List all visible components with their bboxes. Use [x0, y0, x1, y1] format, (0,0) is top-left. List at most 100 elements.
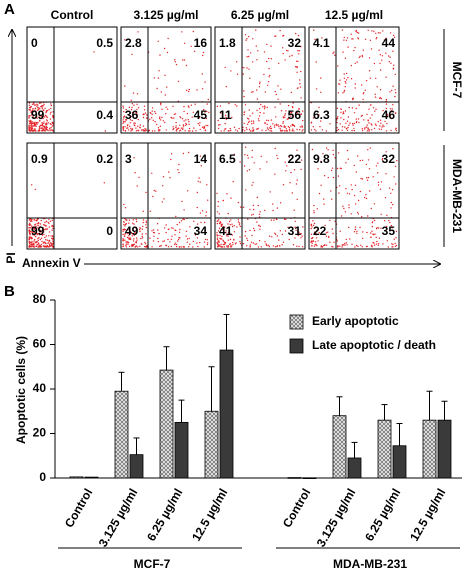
event-dot	[163, 47, 166, 50]
event-dot	[248, 55, 250, 58]
event-dot	[279, 202, 282, 204]
event-dot	[253, 229, 256, 232]
event-dot	[361, 84, 363, 86]
event-dot	[384, 120, 386, 123]
event-dot	[373, 62, 376, 65]
event-dot	[198, 117, 200, 119]
event-dot	[246, 170, 249, 172]
event-dot	[243, 111, 246, 113]
event-dot	[339, 123, 341, 125]
event-dot	[195, 130, 197, 132]
event-dot	[252, 208, 255, 211]
event-dot	[123, 111, 125, 113]
event-dot	[385, 107, 388, 110]
quadrant-value: 35	[382, 224, 396, 238]
event-dot	[252, 127, 254, 129]
event-dot	[257, 50, 259, 52]
event-dot	[239, 240, 241, 243]
event-dot	[30, 105, 32, 108]
event-dot	[352, 38, 354, 40]
event-dot	[35, 245, 37, 247]
event-dot	[125, 219, 127, 221]
event-dot	[135, 237, 138, 239]
panel-label: A	[4, 1, 15, 18]
event-dot	[135, 245, 137, 247]
event-dot	[311, 148, 314, 151]
event-dot	[368, 168, 371, 170]
event-dot	[190, 104, 192, 106]
quadrant-value: 3	[125, 152, 132, 166]
event-dot	[367, 120, 369, 122]
event-dot	[252, 91, 254, 93]
legend-label: Late apoptotic / death	[312, 338, 436, 352]
event-dot	[339, 167, 341, 169]
event-dot	[376, 240, 378, 243]
event-dot	[245, 189, 247, 191]
event-dot	[279, 127, 281, 130]
event-dot	[128, 114, 130, 116]
event-dot	[38, 130, 41, 132]
event-dot	[259, 225, 261, 228]
event-dot	[295, 183, 298, 185]
event-dot	[148, 130, 150, 132]
event-dot	[347, 158, 349, 160]
event-dot	[198, 45, 201, 47]
row-label: MCF-7	[450, 62, 464, 99]
event-dot	[358, 56, 360, 59]
event-dot	[154, 130, 156, 132]
event-dot	[139, 227, 142, 229]
event-dot	[302, 129, 304, 131]
event-dot	[343, 36, 345, 39]
event-dot	[347, 46, 349, 48]
event-dot	[122, 122, 124, 125]
event-dot	[332, 176, 335, 179]
event-dot	[344, 110, 347, 112]
event-dot	[321, 245, 323, 248]
event-dot	[386, 225, 388, 228]
column-header: 3.125 µg/ml	[134, 8, 199, 22]
event-dot	[357, 213, 360, 215]
event-dot	[293, 209, 295, 211]
event-dot	[235, 129, 237, 131]
event-dot	[361, 178, 364, 180]
event-dot	[275, 218, 278, 220]
event-dot	[28, 227, 31, 229]
event-dot	[203, 221, 206, 224]
event-dot	[179, 116, 181, 118]
event-dot	[327, 231, 329, 233]
event-dot	[226, 235, 228, 237]
x-tick-label: 3.125 µg/ml	[314, 486, 359, 549]
event-dot	[318, 114, 320, 116]
event-dot	[38, 231, 41, 233]
event-dot	[258, 213, 261, 215]
event-dot	[344, 86, 346, 88]
event-dot	[342, 111, 345, 113]
event-dot	[38, 111, 40, 113]
event-dot	[275, 116, 277, 118]
event-dot	[388, 61, 390, 63]
bar	[347, 457, 362, 479]
quadrant-value: 22	[288, 152, 302, 166]
event-dot	[248, 169, 251, 171]
event-dot	[294, 66, 297, 68]
event-dot	[354, 87, 356, 89]
event-dot	[197, 180, 199, 182]
event-dot	[134, 246, 136, 248]
event-dot	[188, 246, 190, 248]
event-dot	[166, 86, 168, 88]
quadrant-value: 32	[382, 152, 396, 166]
event-dot	[40, 102, 42, 104]
event-dot	[127, 129, 130, 131]
event-dot	[323, 244, 325, 247]
event-dot	[219, 234, 221, 236]
event-dot	[152, 229, 155, 231]
event-dot	[364, 127, 366, 129]
event-dot	[364, 89, 366, 91]
event-dot	[353, 49, 355, 52]
event-dot	[258, 216, 261, 218]
event-dot	[347, 116, 350, 118]
event-dot	[137, 31, 139, 33]
event-dot	[380, 128, 383, 130]
event-dot	[217, 205, 219, 207]
event-dot	[193, 220, 195, 223]
